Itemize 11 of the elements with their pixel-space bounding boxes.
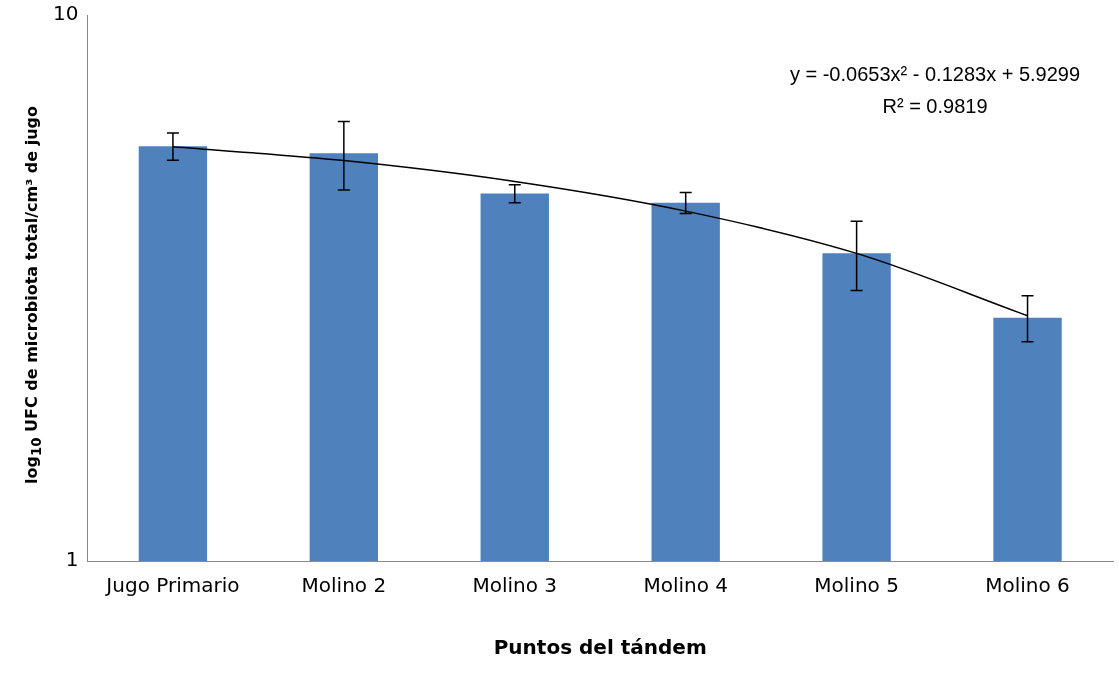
y-tick-label: 10	[53, 1, 79, 26]
annotation: y = -0.0653x² - 0.1283x + 5.9299	[789, 62, 1081, 85]
annotation: R² = 0.9819	[882, 94, 988, 117]
x-axis-title: Puntos del tándem	[493, 635, 707, 660]
x-tick-label: Molino 6	[985, 573, 1070, 598]
x-tick-label: Molino 3	[472, 573, 558, 598]
x-tick-label: Jugo Primario	[104, 573, 240, 598]
y-tick-label: 1	[65, 547, 79, 572]
x-tick-label: Molino 2	[301, 573, 387, 598]
x-tick-label: Molino 5	[814, 573, 899, 598]
x-tick-label: Molino 4	[643, 573, 728, 598]
